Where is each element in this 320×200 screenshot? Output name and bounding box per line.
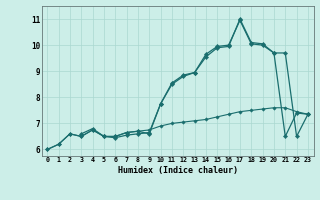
X-axis label: Humidex (Indice chaleur): Humidex (Indice chaleur) bbox=[118, 166, 237, 175]
